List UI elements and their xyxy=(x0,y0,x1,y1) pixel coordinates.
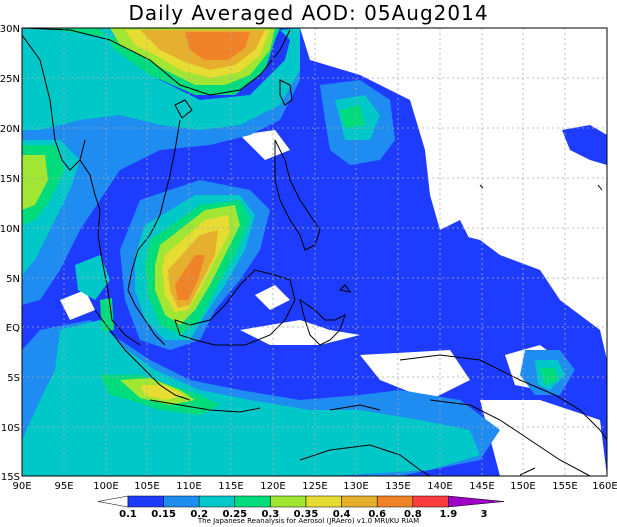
colorbar-label: 0.1 xyxy=(119,509,137,520)
lon-label: 95E xyxy=(54,481,73,492)
coast-burma xyxy=(79,159,141,346)
lon-label: 155E xyxy=(552,481,577,492)
coast-timor xyxy=(329,404,381,411)
colorbar: 0.1 0.15 0.2 0.25 0.3 0.35 0.4 0.6 0.8 1.9 3 xyxy=(97,495,505,520)
lon-label: 105E xyxy=(134,481,159,492)
aod-gap-7 xyxy=(480,400,607,476)
lon-label: 135E xyxy=(385,481,410,492)
aod-contour-0.3-d xyxy=(22,155,48,210)
aod-contour-0.1-east xyxy=(562,125,607,165)
lon-label: 110E xyxy=(176,481,201,492)
credit-line: The Japanese Reanalysis for Aerosol (JRA… xyxy=(197,517,420,525)
colorbar-swatch xyxy=(198,495,236,508)
colorbar-label: 0.35 xyxy=(294,509,319,520)
map-frame xyxy=(21,27,608,477)
lat-label: 25N xyxy=(0,74,20,85)
colorbar-label: 0.4 xyxy=(333,509,351,520)
lat-label: 30N xyxy=(0,24,20,35)
colorbar-swatch xyxy=(305,495,342,508)
coast-australia xyxy=(299,444,431,476)
colorbar-label: 0.8 xyxy=(404,509,422,520)
lat-labels: 30N 25N 20N 15N 10N 5N EQ 5S 10S 15S xyxy=(0,24,20,483)
aod-gap-3 xyxy=(255,285,290,310)
coast-islands-1 xyxy=(338,284,352,293)
lat-label: 5N xyxy=(6,274,20,285)
colorbar-label: 1.9 xyxy=(440,509,458,520)
coast-india-east xyxy=(22,34,86,171)
lon-label: 150E xyxy=(510,481,535,492)
colorbar-under-triangle xyxy=(97,495,129,508)
aod-field xyxy=(22,28,607,476)
colorbar-swatch xyxy=(234,495,271,508)
lon-label: 145E xyxy=(469,481,494,492)
coast-new-guinea xyxy=(399,354,607,441)
lon-label: 120E xyxy=(260,481,285,492)
aod-gap-4 xyxy=(240,320,360,345)
lon-label: 90E xyxy=(12,481,31,492)
aod-contour-0.6 xyxy=(185,32,250,60)
lat-label: 5S xyxy=(7,373,20,384)
colorbar-swatch xyxy=(341,495,378,508)
coast-sumatra xyxy=(94,309,191,401)
lon-label: 140E xyxy=(427,481,452,492)
colorbar-label: 0.15 xyxy=(151,509,176,520)
coast-islands-3 xyxy=(597,184,603,191)
coast-new-guinea-s xyxy=(429,399,591,476)
coast-hainan xyxy=(174,99,193,119)
aod-contour-0.35-c xyxy=(140,385,185,400)
colorbar-swatch xyxy=(270,495,307,508)
coast-malaya xyxy=(134,304,166,346)
colorbar-label: 0.6 xyxy=(368,509,386,520)
lat-label: EQ xyxy=(6,323,20,334)
lat-label: 15S xyxy=(1,472,20,483)
lon-label: 130E xyxy=(343,481,368,492)
lon-label: 115E xyxy=(218,481,243,492)
aod-gap-5 xyxy=(360,350,470,400)
colorbar-label: 0.3 xyxy=(262,509,280,520)
lat-label: 20N xyxy=(0,124,20,135)
map-title: Daily Averaged AOD: 05Aug2014 xyxy=(128,1,489,25)
coast-vietnam xyxy=(127,119,181,306)
coast-borneo xyxy=(174,269,296,346)
colorbar-label: 3 xyxy=(481,509,488,520)
coast-indochina xyxy=(22,28,291,96)
colorbar-swatch xyxy=(412,495,449,508)
coast-taiwan xyxy=(279,79,293,106)
aod-contour-0.25-f xyxy=(540,368,558,385)
coast-java xyxy=(149,399,261,413)
lat-label: 15N xyxy=(0,174,20,185)
aod-contour-0.6-b xyxy=(175,255,205,300)
lon-labels: 90E 95E 100E 105E 110E 115E 120E 125E 13… xyxy=(12,481,617,492)
colorbar-swatch xyxy=(448,495,505,508)
aod-contour-0.2 xyxy=(22,28,300,130)
aod-contour-0.2-d xyxy=(22,320,480,476)
coast-sulawesi xyxy=(299,298,346,346)
colorbar-label: 0.25 xyxy=(222,509,247,520)
lat-label: 10N xyxy=(0,224,20,235)
aod-contour-0.1-east2 xyxy=(440,220,470,245)
colorbar-swatch xyxy=(376,495,414,508)
coast-islands-4 xyxy=(519,467,536,476)
aod-gap-9 xyxy=(60,290,95,320)
lon-label: 100E xyxy=(93,481,118,492)
lon-label: 160E xyxy=(592,481,617,492)
aod-contour-0.25-e xyxy=(340,105,365,128)
lat-label: 10S xyxy=(1,423,20,434)
aod-contour-0.2-g xyxy=(75,255,110,300)
lon-label: 125E xyxy=(302,481,327,492)
colorbar-label: 0.2 xyxy=(190,509,208,520)
coast-islands-2 xyxy=(479,184,484,189)
colorbar-swatch xyxy=(163,495,200,508)
colorbar-swatch xyxy=(127,495,164,508)
coastlines xyxy=(22,28,607,476)
aod-gap-2 xyxy=(240,130,290,160)
